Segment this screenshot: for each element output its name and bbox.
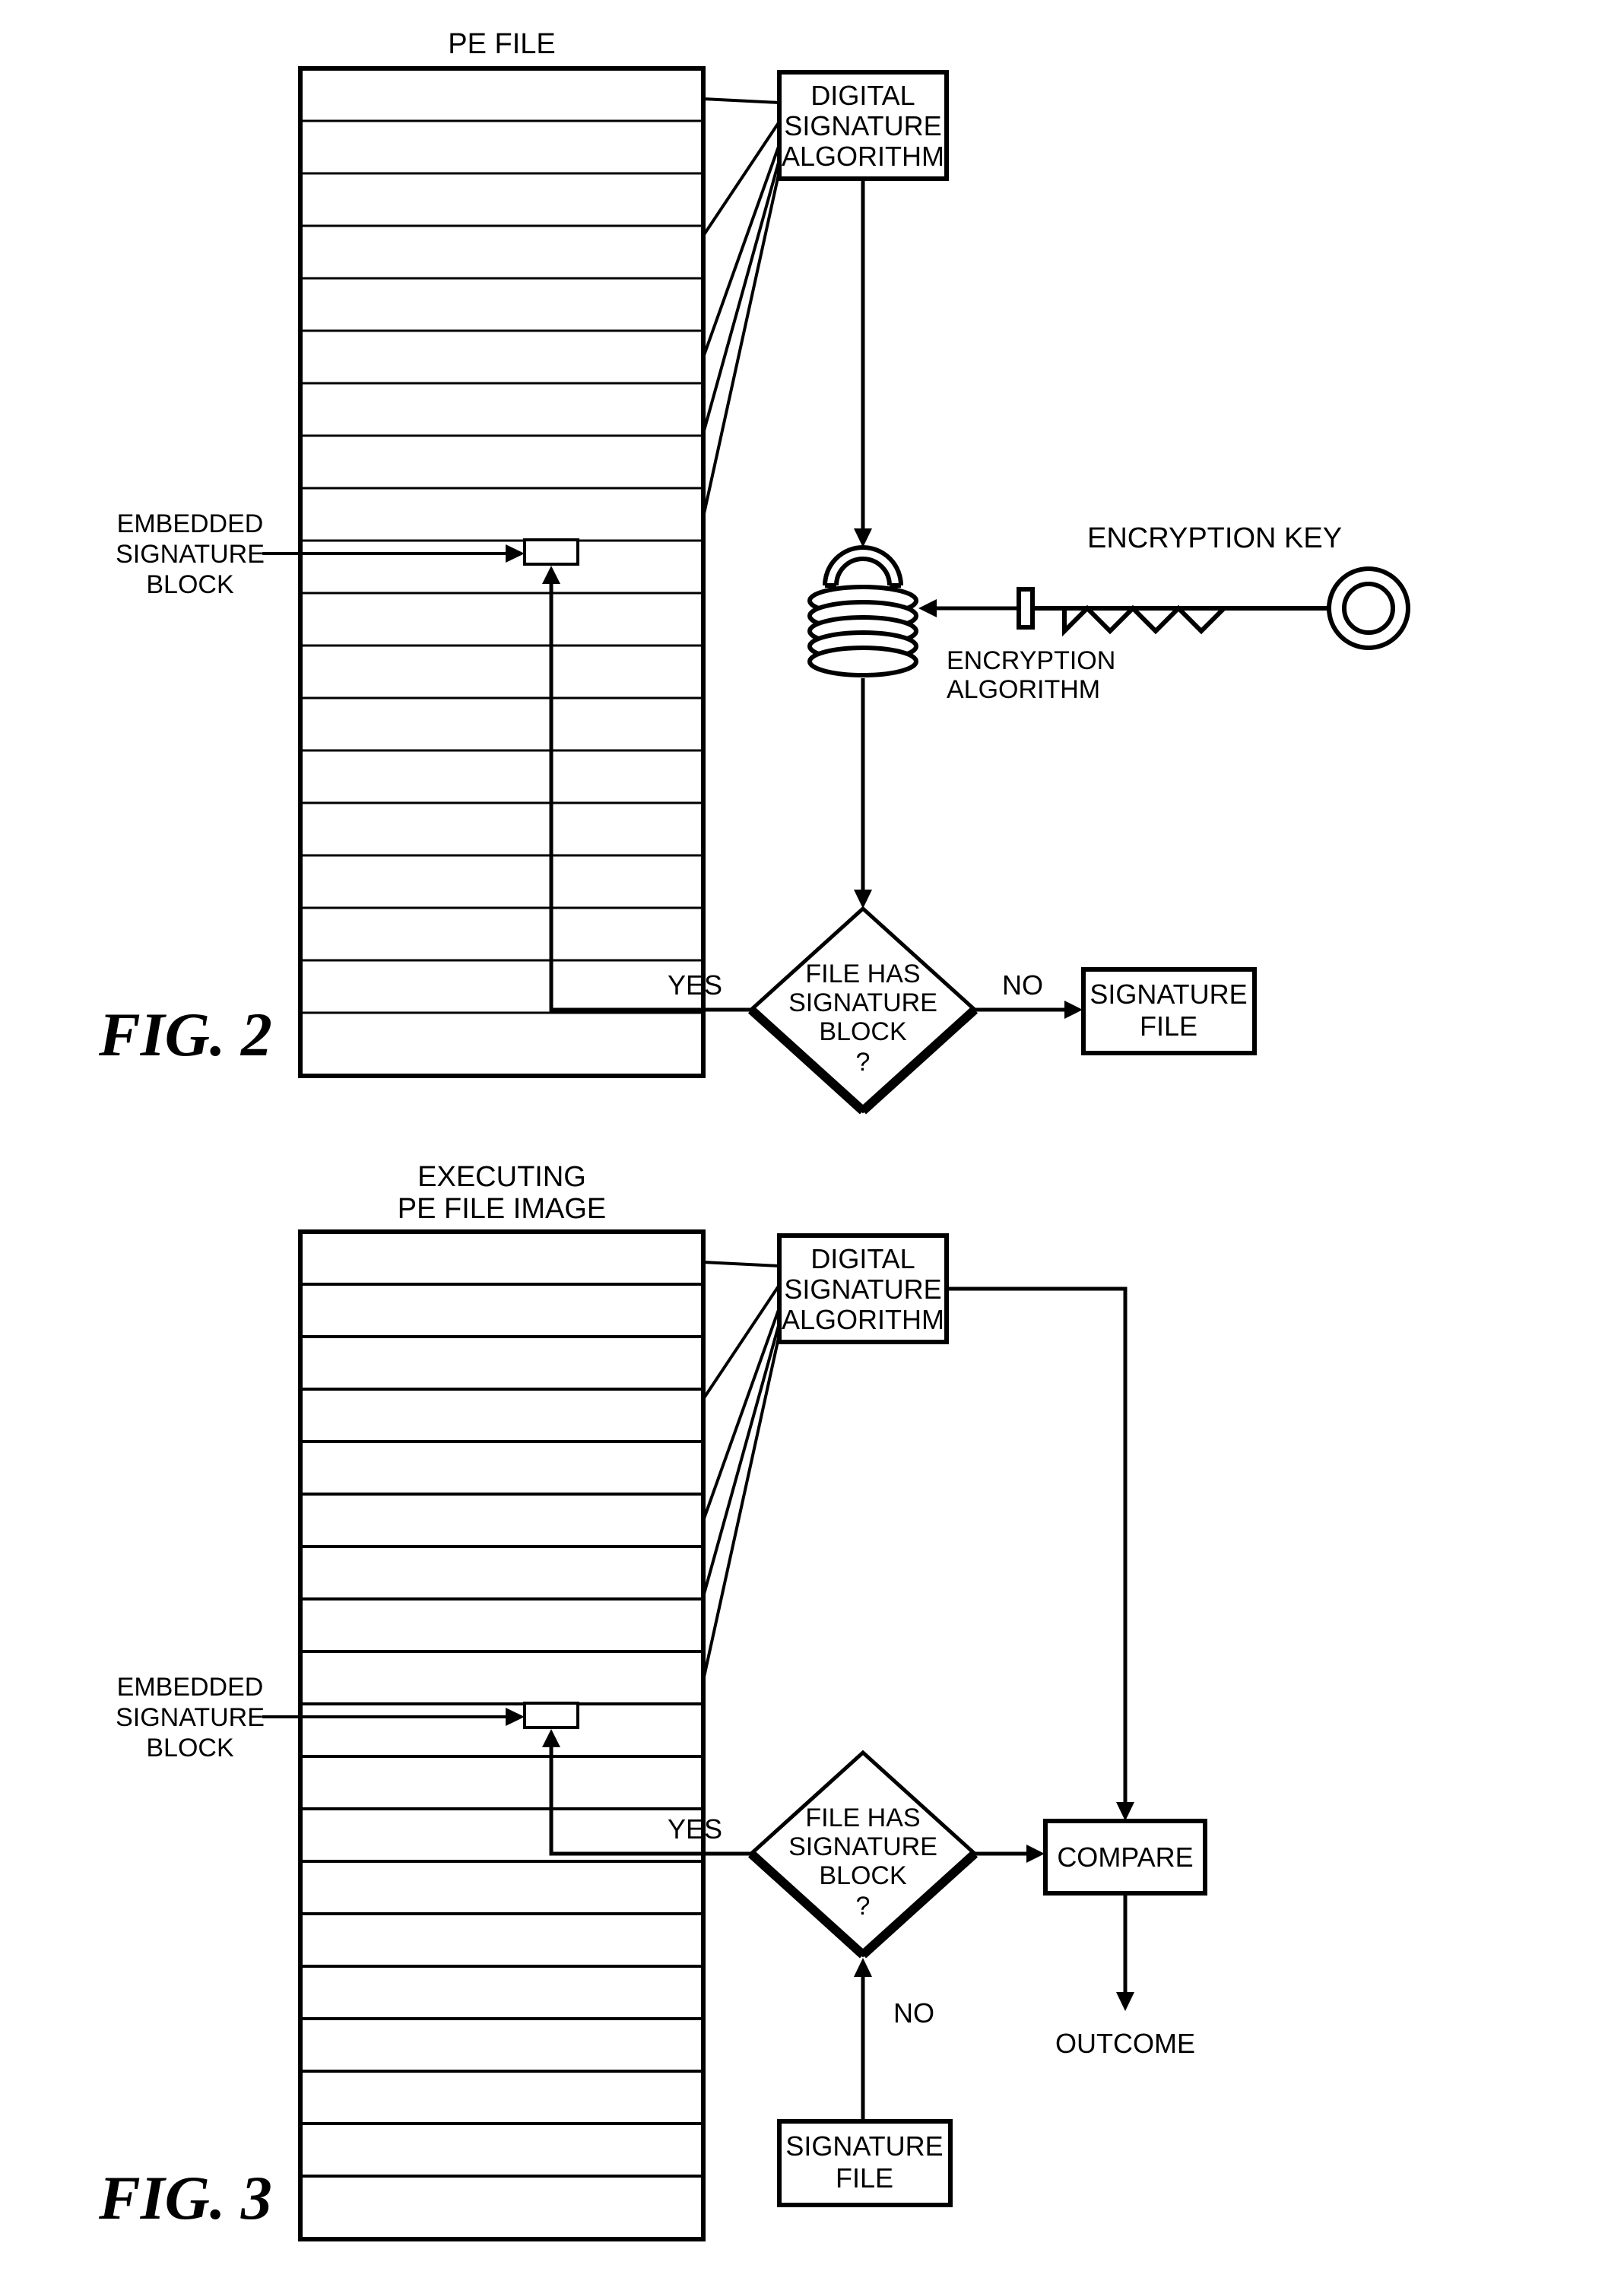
fig3-title-line2: PE FILE IMAGE bbox=[398, 1193, 607, 1225]
figure-3: EXECUTING PE FILE IMAGE bbox=[98, 1161, 1205, 2239]
file-to-dsa-lines bbox=[703, 99, 779, 517]
decision3-line1: FILE HAS bbox=[805, 1804, 920, 1832]
no-arrow bbox=[975, 1001, 1083, 1019]
embedded-signature-label-3: EMBEDDED SIGNATURE BLOCK bbox=[116, 1673, 265, 1762]
svg-text:ALGORITHM: ALGORITHM bbox=[947, 675, 1100, 704]
fig3-label: FIG. 3 bbox=[98, 2163, 272, 2232]
key-icon bbox=[1019, 569, 1408, 648]
file-to-dsa-lines-3 bbox=[703, 1262, 779, 1680]
key-to-padlock-arrow bbox=[918, 599, 1019, 617]
compare-to-outcome-arrow bbox=[1116, 1893, 1134, 2011]
no-label-3: NO bbox=[893, 1997, 934, 2029]
diamond-to-compare-arrow bbox=[975, 1845, 1045, 1863]
sigfile-to-diamond-arrow bbox=[854, 1958, 872, 2121]
embedded-signature-label: EMBEDDED SIGNATURE BLOCK bbox=[116, 509, 265, 599]
svg-text:BLOCK: BLOCK bbox=[146, 570, 234, 599]
decision-line3: BLOCK bbox=[819, 1017, 907, 1046]
padlock-to-decision-arrow bbox=[854, 678, 872, 909]
decision-line1: FILE HAS bbox=[805, 960, 920, 988]
pe-file-title: PE FILE bbox=[448, 28, 556, 60]
decision3-line2: SIGNATURE bbox=[788, 1832, 937, 1861]
pe-file-box bbox=[300, 68, 703, 1076]
decision3-line4: ? bbox=[856, 1892, 871, 1921]
fig3-title-line1: EXECUTING bbox=[417, 1161, 586, 1193]
dsa-line3: ALGORITHM bbox=[782, 141, 944, 172]
decision-line4: ? bbox=[856, 1048, 871, 1077]
embedded-signature-block-3 bbox=[525, 1703, 578, 1727]
svg-text:SIGNATURE: SIGNATURE bbox=[116, 540, 265, 569]
encryption-algorithm-label: ENCRYPTION ALGORITHM bbox=[947, 646, 1115, 704]
no-label: NO bbox=[1002, 969, 1043, 1001]
dsa3-line1: DIGITAL bbox=[810, 1243, 915, 1274]
svg-text:EMBEDDED: EMBEDDED bbox=[117, 509, 264, 538]
dsa-to-compare-arrow bbox=[947, 1289, 1134, 1821]
compare-label: COMPARE bbox=[1057, 1842, 1193, 1873]
sigfile-line2: FILE bbox=[1140, 1010, 1197, 1042]
svg-text:BLOCK: BLOCK bbox=[146, 1734, 234, 1762]
outcome-label: OUTCOME bbox=[1055, 2028, 1195, 2059]
dsa3-line3: ALGORITHM bbox=[782, 1304, 944, 1335]
embedded-signature-block bbox=[525, 540, 578, 564]
padlock-icon bbox=[810, 547, 916, 675]
dsa-to-padlock-arrow bbox=[854, 179, 872, 547]
dsa-line1: DIGITAL bbox=[810, 80, 915, 111]
yes-label-3: YES bbox=[668, 1813, 722, 1845]
fig2-label: FIG. 2 bbox=[98, 1000, 272, 1069]
svg-text:ENCRYPTION: ENCRYPTION bbox=[947, 646, 1115, 675]
dsa-line2: SIGNATURE bbox=[784, 110, 941, 141]
sigfile3-line2: FILE bbox=[836, 2162, 893, 2194]
sigfile3-line1: SIGNATURE bbox=[785, 2130, 943, 2162]
decision3-line3: BLOCK bbox=[819, 1861, 907, 1890]
decision-line2: SIGNATURE bbox=[788, 988, 937, 1017]
pe-file-image-box bbox=[300, 1232, 703, 2239]
svg-text:SIGNATURE: SIGNATURE bbox=[116, 1703, 265, 1732]
sigfile-line1: SIGNATURE bbox=[1090, 979, 1247, 1010]
dsa3-line2: SIGNATURE bbox=[784, 1274, 941, 1305]
svg-text:EMBEDDED: EMBEDDED bbox=[117, 1673, 264, 1702]
yes-label: YES bbox=[668, 969, 722, 1001]
encryption-key-label: ENCRYPTION KEY bbox=[1087, 522, 1342, 554]
figure-2: PE FILE EMBEDDED bbox=[98, 28, 1408, 1111]
